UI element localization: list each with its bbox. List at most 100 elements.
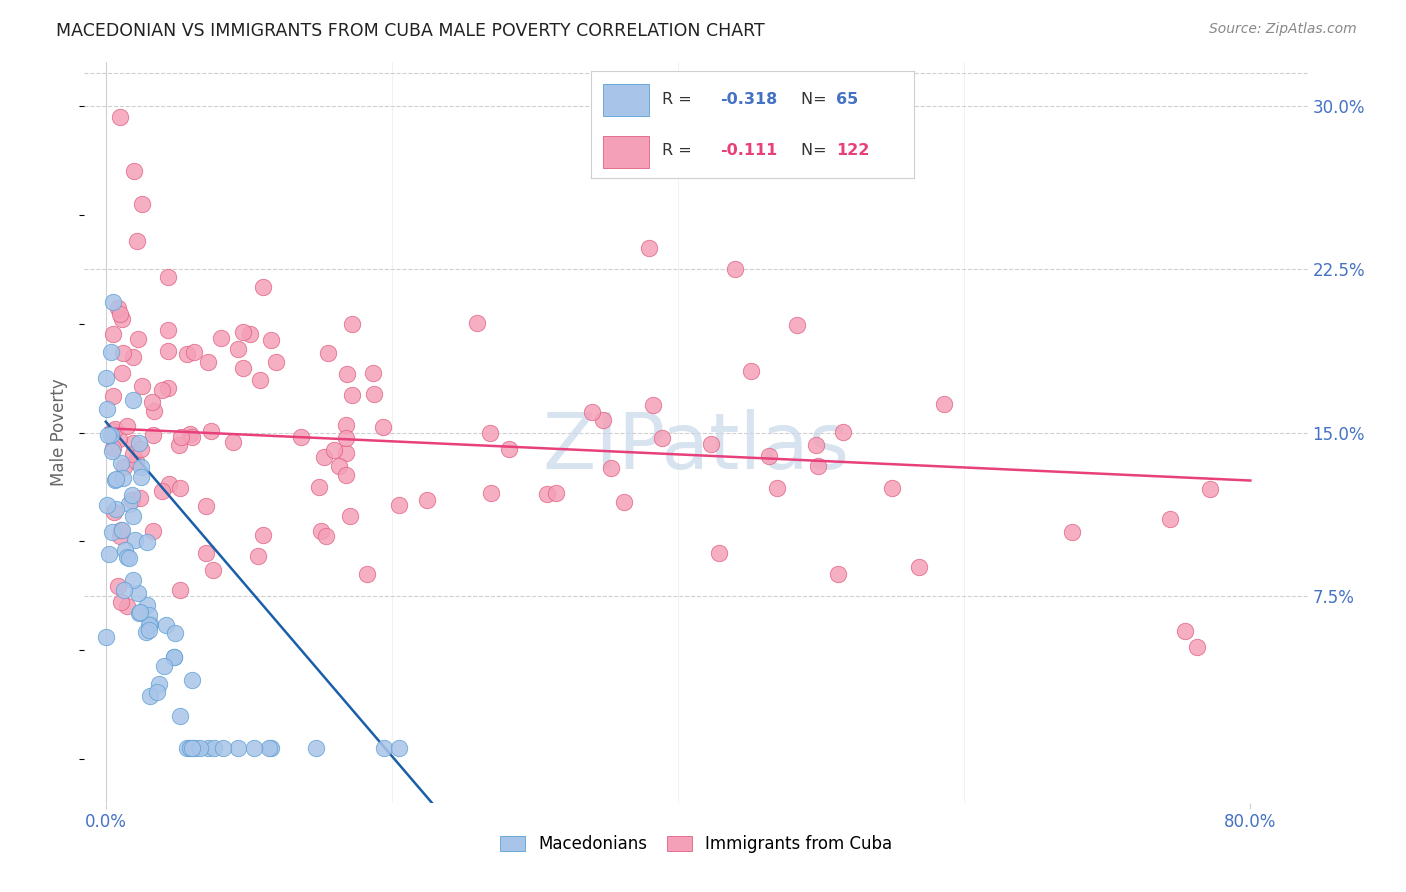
Point [100,344,122,359]
Point [335,431,357,445]
Point [232,360,254,375]
Point [179,427,201,442]
Point [581,405,603,419]
Point [709,546,731,560]
Point [1185,640,1208,655]
Point [202,741,225,756]
Point [197,354,219,368]
Point [200,424,222,438]
Point [290,429,312,443]
Point [163,626,186,640]
Point [226,342,249,356]
Point [323,443,346,458]
Point [122,392,145,407]
Point [111,523,134,537]
Point [312,450,335,464]
Point [139,617,162,632]
Point [163,649,186,664]
Point [128,605,150,619]
FancyBboxPatch shape [603,136,648,168]
Point [638,241,661,255]
Point [1199,482,1222,496]
Point [641,398,664,412]
Point [308,480,330,494]
Text: -0.111: -0.111 [720,143,778,158]
Point [110,524,132,538]
Point [183,344,205,359]
Point [416,492,439,507]
Point [478,426,501,441]
Point [932,397,955,411]
Point [101,295,124,310]
Text: N=: N= [801,92,831,107]
Point [180,673,202,688]
Point [167,437,190,451]
Point [138,608,160,623]
Point [155,618,177,632]
Point [156,344,179,359]
Point [195,546,218,560]
Point [150,383,173,397]
Point [129,460,152,475]
Point [142,428,165,442]
Point [184,741,207,756]
Text: ZIPatlas: ZIPatlas [543,409,849,485]
Point [176,347,198,361]
Point [328,459,350,474]
Text: R =: R = [662,143,702,158]
Point [498,442,520,456]
Point [226,741,249,756]
Point [304,741,326,756]
Point [110,595,132,609]
Point [107,301,129,315]
Point [104,501,127,516]
Point [1159,512,1181,526]
Point [107,579,129,593]
Point [700,437,723,451]
Y-axis label: Male Poverty: Male Poverty [51,379,69,486]
Point [127,331,149,345]
Point [127,234,149,248]
Point [97,428,120,442]
Point [108,308,131,322]
Point [740,364,762,378]
Point [103,505,125,519]
Point [766,481,789,495]
Point [169,481,191,495]
Point [129,491,152,505]
Point [114,543,136,558]
Point [180,741,202,756]
Point [156,269,179,284]
Point [112,582,135,597]
Point [112,459,135,474]
Point [249,373,271,387]
Point [129,442,152,456]
Text: R =: R = [662,92,696,107]
Point [101,442,124,456]
Point [135,625,157,640]
Point [163,650,186,665]
Point [131,470,153,484]
Point [356,567,378,582]
Point [169,709,191,723]
Point [252,528,274,542]
Point [104,473,127,487]
Point [141,395,163,409]
Point [195,499,218,513]
Point [260,334,283,348]
Point [124,164,146,178]
Point [882,481,904,495]
Point [335,467,357,482]
FancyBboxPatch shape [603,84,648,116]
Point [246,549,269,563]
Point [479,485,502,500]
Point [388,499,411,513]
Point [260,741,283,756]
Point [786,318,808,333]
Point [138,624,160,638]
Point [157,477,180,491]
Point [232,326,254,340]
Point [111,345,134,359]
Point [104,421,127,435]
Point [592,413,614,427]
